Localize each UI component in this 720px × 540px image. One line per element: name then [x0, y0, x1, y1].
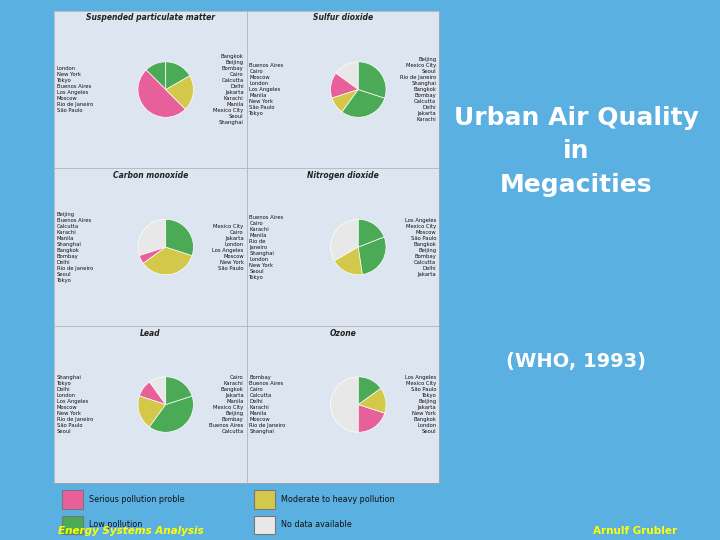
Text: Beijing
Buenos Aires
Calcutta
Karachi
Manila
Shanghai
Bangkok
Bombay
Delhi
Rio d: Beijing Buenos Aires Calcutta Karachi Ma…: [57, 212, 93, 282]
Text: Sulfur dioxide: Sulfur dioxide: [312, 14, 373, 23]
Text: Lead: Lead: [140, 328, 161, 338]
Wedge shape: [334, 247, 362, 275]
Wedge shape: [150, 396, 194, 433]
Text: Carbon monoxide: Carbon monoxide: [112, 171, 188, 180]
Text: Ozone: Ozone: [330, 328, 356, 338]
Wedge shape: [138, 396, 166, 427]
Text: Mexico City
Cairo
Jakarta
London
Los Angeles
Moscow
New York
São Paulo: Mexico City Cairo Jakarta London Los Ang…: [212, 224, 243, 271]
Bar: [254, 490, 276, 509]
Text: Energy Systems Analysis: Energy Systems Analysis: [58, 525, 203, 536]
Text: Buenos Aires
Cairo
Karachi
Manila
Rio de
Janeiro
Shanghai
London
New York
Seoul
: Buenos Aires Cairo Karachi Manila Rio de…: [250, 214, 284, 280]
Wedge shape: [166, 219, 194, 255]
Text: Bangkok
Beijing
Bombay
Cairo
Calcutta
Delhi
Jakarta
Karachi
Manila
Mexico City
S: Bangkok Beijing Bombay Cairo Calcutta De…: [213, 54, 243, 125]
Text: Low pollution: Low pollution: [89, 521, 142, 529]
Text: Los Angeles
Mexico City
Moscow
São Paulo
Bangkok
Beijing
Bombay
Calcutta
Delhi
J: Los Angeles Mexico City Moscow São Paulo…: [405, 218, 436, 276]
Bar: [62, 516, 83, 534]
Wedge shape: [166, 62, 190, 90]
Wedge shape: [330, 73, 359, 98]
Wedge shape: [359, 237, 386, 274]
Wedge shape: [138, 219, 166, 255]
Text: Urban Air Quality
in
Megacities: Urban Air Quality in Megacities: [454, 106, 698, 197]
Text: Buenos Aires
Cairo
Moscow
London
Los Angeles
Manila
New York
São Paulo
Tokyo: Buenos Aires Cairo Moscow London Los Ang…: [250, 63, 284, 116]
Text: Bombay
Buenos Aires
Cairo
Calcutta
Delhi
Karachi
Manila
Moscow
Rio de Janeiro
Sh: Bombay Buenos Aires Cairo Calcutta Delhi…: [250, 375, 286, 434]
Text: Shanghai
Tokyo
Delhi
London
Los Angeles
Moscow
New York
Rio de Janeiro
São Paulo: Shanghai Tokyo Delhi London Los Angeles …: [57, 375, 93, 434]
Wedge shape: [359, 404, 384, 433]
Text: No data available: No data available: [282, 521, 352, 529]
Wedge shape: [150, 377, 166, 404]
Text: Cairo
Karachi
Bangkok
Jakarta
Manila
Mexico City
Beijing
Bombay
Buenos Aires
Cal: Cairo Karachi Bangkok Jakarta Manila Mex…: [210, 375, 243, 434]
Wedge shape: [146, 62, 166, 90]
Bar: [254, 516, 276, 534]
Wedge shape: [359, 62, 386, 98]
Text: Serious pollution proble: Serious pollution proble: [89, 495, 184, 504]
Wedge shape: [140, 247, 166, 264]
Wedge shape: [330, 377, 359, 433]
Text: Los Angeles
Mexico City
São Paulo
Tokyo
Beijing
Jakarta
New York
Bangkok
London
: Los Angeles Mexico City São Paulo Tokyo …: [405, 375, 436, 434]
Wedge shape: [330, 219, 359, 261]
Text: Moderate to heavy pollution: Moderate to heavy pollution: [282, 495, 395, 504]
Wedge shape: [138, 70, 185, 117]
Text: London
New York
Tokyo
Buenos Aires
Los Angeles
Moscow
Rio de Janeiro
São Paulo: London New York Tokyo Buenos Aires Los A…: [57, 66, 93, 113]
Wedge shape: [140, 382, 166, 404]
Text: (WHO, 1993): (WHO, 1993): [506, 352, 646, 372]
Wedge shape: [166, 377, 192, 404]
Wedge shape: [359, 388, 386, 413]
Wedge shape: [143, 247, 192, 275]
Wedge shape: [359, 377, 381, 404]
Wedge shape: [166, 76, 194, 109]
Wedge shape: [359, 219, 384, 247]
Text: Arnulf Grubler: Arnulf Grubler: [593, 525, 677, 536]
Bar: [62, 490, 83, 509]
Text: Nitrogen dioxide: Nitrogen dioxide: [307, 171, 379, 180]
Text: Beijing
Mexico City
Seoul
Rio de Janeiro
Shanghai
Bangkok
Bombay
Calcutta
Delhi
: Beijing Mexico City Seoul Rio de Janeiro…: [400, 57, 436, 122]
Wedge shape: [336, 62, 359, 90]
Wedge shape: [332, 90, 359, 112]
Wedge shape: [342, 90, 384, 117]
Text: Suspended particulate matter: Suspended particulate matter: [86, 14, 215, 23]
